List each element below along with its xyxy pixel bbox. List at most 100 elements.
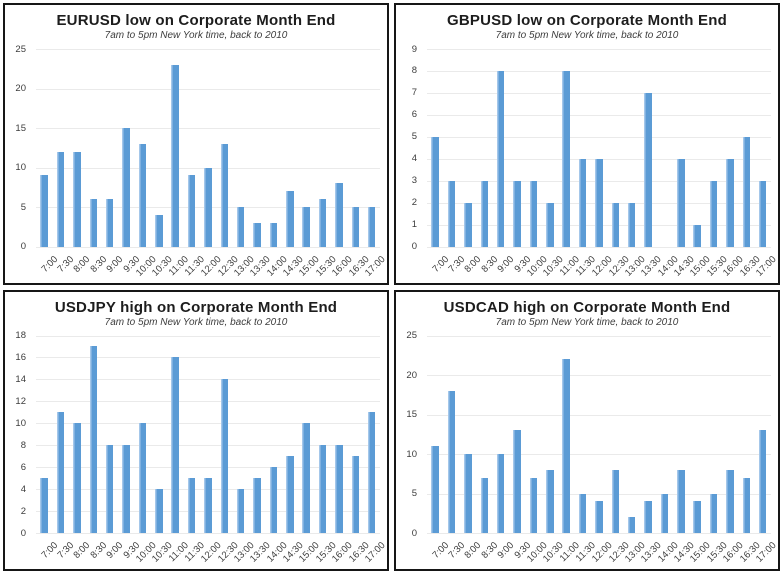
bar-10:00: [529, 180, 538, 247]
bar-8:30: [480, 180, 489, 247]
x-tick: 15:30: [314, 249, 339, 283]
bar-slot: [200, 49, 216, 247]
x-tick: 12:30: [215, 249, 240, 283]
bar-7:00: [431, 446, 439, 533]
bar-slot: [525, 336, 541, 533]
bar-slot: [102, 336, 118, 533]
x-tick: 9:00: [102, 535, 126, 569]
bar-slot: [755, 49, 771, 247]
x-tick: 11:30: [183, 535, 207, 569]
bar-slot: [509, 49, 525, 247]
bar-slot: [233, 49, 249, 247]
bar-slot: [69, 49, 85, 247]
bar-slot: [574, 49, 590, 247]
x-tick: 9:00: [102, 249, 126, 283]
x-tick: 9:30: [509, 535, 533, 569]
x-tick-label: 17:00: [753, 253, 779, 279]
bar-slot: [705, 336, 721, 533]
y-tick-label: 14: [15, 373, 26, 385]
bar-15:30: [318, 199, 327, 247]
x-tick: 14:00: [265, 249, 290, 283]
bar-16:30: [351, 207, 360, 247]
bar-10:30: [155, 489, 163, 533]
bar-8:30: [89, 199, 98, 247]
gridline: [36, 335, 380, 337]
chart-title-gbpusd: GBPUSD low on Corporate Month End: [447, 12, 727, 29]
gridline: [427, 414, 771, 416]
bar-10:30: [546, 469, 554, 533]
bar-16:00: [335, 183, 343, 247]
bar-16:30: [742, 477, 751, 533]
bar-9:00: [496, 70, 505, 247]
plot-gbpusd: [427, 49, 771, 248]
bar-15:00: [302, 423, 310, 533]
x-tick: 12:00: [199, 535, 224, 569]
bar-15:00: [693, 224, 701, 247]
x-tick: 10:00: [134, 249, 159, 283]
y-tick-label: 20: [15, 83, 26, 94]
bar-slot: [265, 336, 281, 533]
bar-13:30: [644, 501, 652, 533]
bar-10:30: [155, 214, 163, 247]
bar-slot: [722, 49, 738, 247]
x-tick: 8:00: [69, 249, 93, 283]
x-tick: 8:00: [460, 535, 484, 569]
x-tick: 8:00: [69, 535, 93, 569]
x-tick: 12:00: [590, 249, 615, 283]
bar-slot: [282, 336, 298, 533]
chart-panel-usdcad: USDCAD high on Corporate Month End 7am to…: [394, 289, 780, 571]
gridline: [36, 88, 380, 90]
bar-12:00: [204, 478, 212, 533]
y-tick-label: 2: [20, 505, 26, 517]
bar-slot: [443, 336, 459, 533]
bar-slot: [755, 336, 771, 533]
x-tick: 16:00: [721, 535, 746, 569]
chart-title-eurusd: EURUSD low on Corporate Month End: [56, 12, 336, 29]
gridline: [427, 493, 771, 495]
bar-15:00: [693, 501, 701, 533]
bar-slot: [249, 49, 265, 247]
x-tick: 13:00: [623, 535, 648, 569]
gridline: [427, 70, 771, 72]
bar-slot: [52, 336, 68, 533]
x-tick: 12:30: [606, 249, 631, 283]
x-tick: 16:30: [346, 249, 371, 283]
bar-17:00: [758, 180, 767, 247]
x-tick: 7:30: [52, 535, 76, 569]
plot-area-usdcad: 0 5 10 15 20 25 7:00 7:30 8:00 8:30 9:00 9:30 10:00 1…: [396, 328, 778, 570]
bar-9:30: [122, 128, 130, 247]
bar-slot: [673, 49, 689, 247]
bar-slot: [542, 336, 558, 533]
gridline: [36, 401, 380, 403]
x-tick-label: 17:00: [362, 540, 388, 565]
bar-17:00: [367, 207, 376, 247]
gridline: [36, 533, 380, 534]
x-tick: 9:30: [118, 535, 142, 569]
bar-slot: [705, 49, 721, 247]
x-tick: 14:30: [672, 249, 697, 283]
plot-area-usdjpy: 0 2 4 6 8 10 12 14 16 18 7:00 7:30 8:00 8:30 9:00 9:30 1…: [5, 328, 387, 570]
bar-14:30: [677, 469, 685, 533]
y-tick-label: 4: [20, 483, 26, 495]
bar-slot: [656, 49, 672, 247]
x-tick: 12:00: [199, 249, 224, 283]
y-axis-usdjpy: 0 2 4 6 8 10 12 14 16 18: [5, 331, 32, 538]
bar-slot: [460, 49, 476, 247]
x-tick: 11:00: [558, 535, 582, 569]
y-tick-label: 15: [406, 409, 417, 420]
bar-slot: [314, 336, 330, 533]
y-tick-label: 2: [411, 197, 417, 209]
x-tick: 11:00: [167, 249, 191, 283]
x-tick: 13:30: [248, 535, 273, 569]
bar-slot: [493, 336, 509, 533]
gridline: [427, 49, 771, 50]
x-tick: 8:30: [476, 535, 500, 569]
bar-12:00: [595, 501, 603, 533]
x-tick: 7:00: [36, 249, 60, 283]
bar-7:30: [447, 180, 456, 247]
plot-area-gbpusd: 0 1 2 3 4 5 6 7 8 9 7:00 7:30 8:00 8:30 9:00 9:30 10:00 1…: [396, 41, 778, 283]
bar-slot: [102, 49, 118, 247]
y-tick-label: 3: [411, 175, 417, 187]
bar-slot: [427, 49, 443, 247]
bar-slot: [331, 49, 347, 247]
